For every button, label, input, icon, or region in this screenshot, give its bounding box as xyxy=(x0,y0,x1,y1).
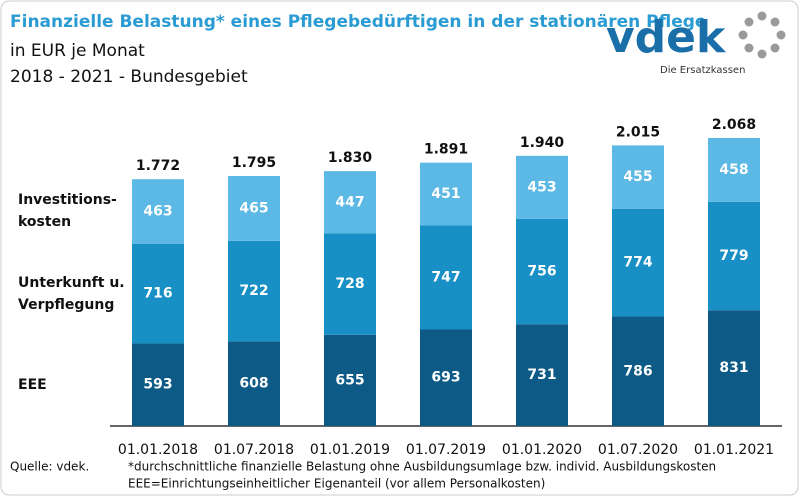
value-label: 465 xyxy=(239,200,268,216)
chart-title: Finanzielle Belastung* eines Pflegebedür… xyxy=(10,12,706,32)
footnote: *durchschnittliche finanzielle Belastung… xyxy=(128,460,716,474)
x-tick-label: 01.07.2020 xyxy=(598,442,678,458)
total-label: 1.891 xyxy=(424,142,468,158)
legend-label: Investitions-​kosten xyxy=(18,192,117,231)
value-label: 593 xyxy=(143,377,172,393)
bar-segment xyxy=(516,324,568,426)
total-label: 1.795 xyxy=(232,155,276,171)
value-label: 463 xyxy=(143,203,172,219)
x-tick-label: 01.01.2021 xyxy=(694,442,774,458)
subtitle: in EUR je Monat xyxy=(10,41,145,61)
bar-segment xyxy=(516,218,568,325)
bar-segment xyxy=(516,155,568,219)
total-label: 1.772 xyxy=(136,158,180,174)
value-label: 728 xyxy=(335,276,364,292)
bar-segment xyxy=(324,233,376,335)
legend-label: Unterkunft u. Verpflegung xyxy=(18,274,125,313)
bar-segment xyxy=(228,176,280,241)
x-tick-label: 01.07.2019 xyxy=(406,442,486,458)
logo-ring xyxy=(738,11,786,59)
subtitle: 2018 - 2021 - Bundesgebiet xyxy=(10,67,248,87)
value-label: 453 xyxy=(527,179,556,195)
bar-segment xyxy=(228,341,280,426)
value-label: 447 xyxy=(335,194,364,210)
bar-segment xyxy=(420,225,472,330)
source: Quelle: vdek. xyxy=(10,460,89,474)
value-label: 756 xyxy=(527,264,556,280)
x-tick-label: 01.01.2019 xyxy=(310,442,390,458)
total-label: 1.940 xyxy=(520,135,565,151)
bar-segment xyxy=(612,316,664,426)
value-label: 455 xyxy=(623,169,652,185)
bar-segment xyxy=(324,334,376,426)
value-label: 451 xyxy=(431,186,460,202)
bar-segment xyxy=(132,343,184,426)
value-label: 716 xyxy=(143,286,172,302)
value-label: 747 xyxy=(431,269,460,285)
legend-label: EEE xyxy=(18,376,47,393)
bar-segment xyxy=(228,240,280,342)
logo-tagline: Die Ersatzkassen xyxy=(660,65,745,76)
total-label: 2.068 xyxy=(712,117,756,133)
value-label: 722 xyxy=(239,283,268,299)
value-label: 731 xyxy=(527,367,556,383)
bar-segment xyxy=(612,145,664,209)
bar-segment xyxy=(420,329,472,426)
footnote: EEE=Einrichtungseinheitlicher Eigenantei… xyxy=(128,477,545,491)
bar-segment xyxy=(132,243,184,344)
value-label: 779 xyxy=(719,248,748,264)
x-tick-label: 01.01.2020 xyxy=(502,442,582,458)
value-label: 458 xyxy=(719,162,748,178)
value-label: 655 xyxy=(335,372,364,388)
bar-segment xyxy=(324,171,376,234)
bar-segment xyxy=(612,208,664,317)
bar-segment xyxy=(420,162,472,226)
value-label: 608 xyxy=(239,376,268,392)
bar-segment xyxy=(708,201,760,311)
total-label: 2.015 xyxy=(616,124,660,140)
value-label: 693 xyxy=(431,370,460,386)
value-label: 786 xyxy=(623,363,652,379)
x-tick-label: 01.07.2018 xyxy=(214,442,294,458)
bar-segment xyxy=(708,138,760,202)
value-label: 831 xyxy=(719,360,748,376)
logo-text: vdek xyxy=(606,12,727,63)
bar-segment xyxy=(708,310,760,426)
bar-segment xyxy=(132,179,184,244)
total-label: 1.830 xyxy=(328,150,373,166)
value-label: 774 xyxy=(623,255,652,271)
x-tick-label: 01.01.2018 xyxy=(118,442,198,458)
